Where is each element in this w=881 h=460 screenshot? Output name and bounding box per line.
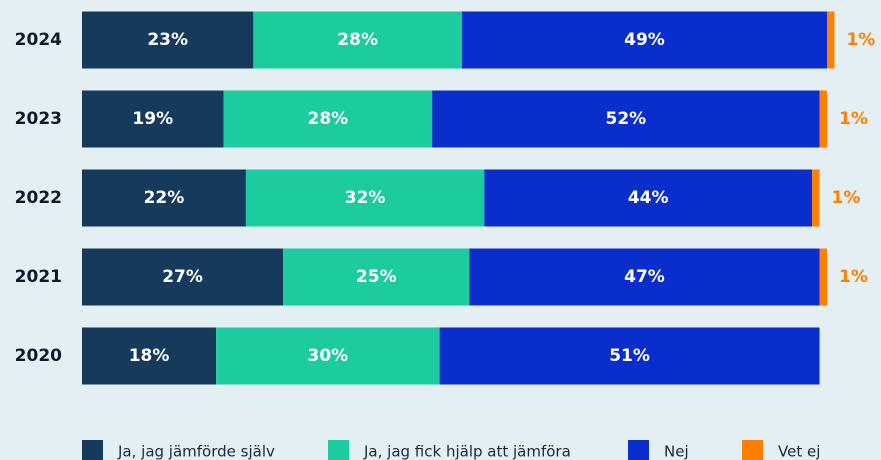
value-label: 32% [345,188,386,208]
legend-label: Nej [664,443,689,460]
bar-segment [82,169,246,227]
bar-segment [245,169,485,227]
bar-segment [283,248,470,306]
value-label: 23% [147,30,188,50]
legend-swatch [628,440,649,460]
legend-swatch [82,440,103,460]
value-label: 30% [307,346,348,366]
bar-segment [432,90,820,148]
value-label: 1% [839,109,868,129]
value-label: 44% [628,188,669,208]
value-label: 22% [144,188,185,208]
value-label: 18% [129,346,170,366]
year-label: 2021 [15,267,62,287]
value-label: 28% [337,30,378,50]
legend-swatch [328,440,349,460]
bar-segment [439,327,820,385]
year-label: 2020 [15,346,62,366]
value-label: 52% [605,109,646,129]
legend-swatch [742,440,763,460]
value-label: 1% [839,267,868,287]
bar-segment [223,90,433,148]
bar-segment [484,169,813,227]
value-label: 51% [609,346,650,366]
bar-segment [82,11,254,69]
bar-segment [216,327,440,385]
value-label: 19% [132,109,173,129]
value-label: 1% [832,188,861,208]
bar-segment [82,90,224,148]
value-label: 47% [624,267,665,287]
year-label: 2022 [15,188,62,208]
bar-segment [812,169,820,227]
legend-label: Ja, jag fick hjälp att jämföra [363,443,571,460]
bar-segment [82,248,284,306]
bar-segment [461,11,827,69]
value-label: 49% [624,30,665,50]
value-label: 1% [846,30,875,50]
year-label: 2024 [15,30,62,50]
value-label: 28% [307,109,348,129]
legend-label: Vet ej [778,443,820,460]
bar-segment [827,11,835,69]
bar-segment [253,11,462,69]
value-label: 27% [162,267,203,287]
legend-label: Ja, jag jämförde själv [117,443,275,460]
bar-segment [82,327,217,385]
value-label: 25% [356,267,397,287]
bar-segment [819,90,827,148]
year-label: 2023 [15,109,62,129]
bar-segment [819,248,827,306]
bar-segment [469,248,820,306]
